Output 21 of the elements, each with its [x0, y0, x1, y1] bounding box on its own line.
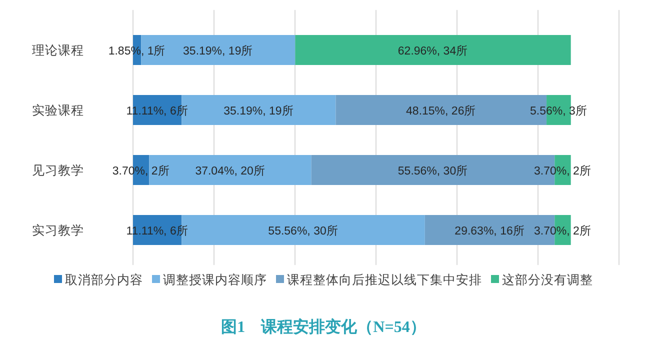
data-label: 3.70%, 2所	[534, 224, 592, 238]
data-label: 48.15%, 26所	[406, 104, 476, 118]
data-label: 35.19%, 19所	[224, 104, 294, 118]
data-label: 37.04%, 20所	[195, 164, 266, 178]
legend-label: 课程整体向后推迟以线下集中安排	[287, 272, 482, 287]
legend-label: 取消部分内容	[65, 272, 143, 287]
text: 图1 课程安排变化（N=54）	[221, 317, 426, 336]
data-label: 29.63%, 16所	[454, 224, 525, 238]
legend-label: 调整授课内容顺序	[163, 272, 267, 287]
data-label: 3.70%, 2所	[534, 164, 592, 178]
data-label: 62.96%, 34所	[398, 44, 468, 58]
y-tick-label: 理论课程	[32, 44, 84, 58]
bar	[295, 35, 571, 65]
data-label: 55.56%, 30所	[268, 224, 338, 238]
legend-label: 这部分没有调整	[502, 273, 593, 287]
data-label: 35.19%, 19所	[183, 44, 254, 58]
y-tick-label: 实验课程	[32, 104, 84, 118]
y-tick-label: 见习教学	[32, 164, 84, 178]
bar	[149, 155, 312, 185]
data-label: 55.56%, 30所	[398, 164, 468, 178]
y-tick-label: 实习教学	[32, 224, 84, 238]
